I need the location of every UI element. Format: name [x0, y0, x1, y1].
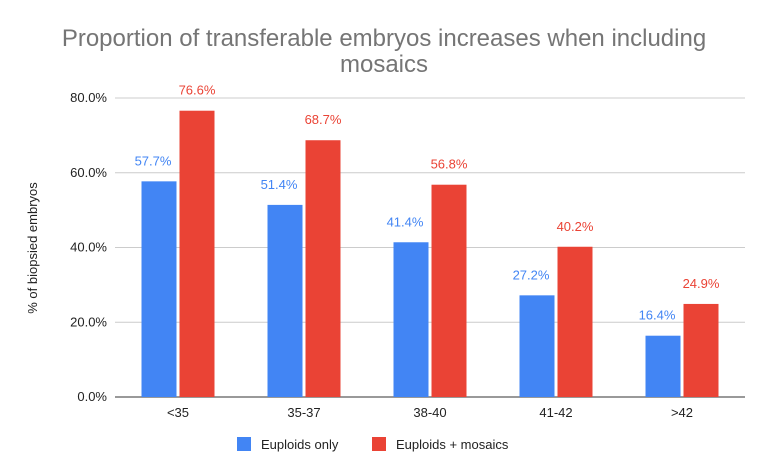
chart-title: Proportion of transferable embryos incre…: [62, 25, 706, 52]
x-tick-label: 35-37: [287, 405, 320, 420]
data-label: 76.6%: [179, 83, 216, 98]
chart-title-continued: mosaics: [340, 51, 428, 78]
y-tick-label: 20.0%: [70, 314, 107, 329]
bar-euploids-only: [519, 295, 555, 397]
y-tick-label: 0.0%: [77, 389, 107, 404]
y-tick-label: 40.0%: [70, 240, 107, 255]
data-label: 57.7%: [135, 153, 172, 168]
y-tick-label: 80.0%: [70, 90, 107, 105]
x-tick-label: 41-42: [539, 405, 572, 420]
bar-euploids-mosaics: [305, 140, 341, 397]
y-axis-ticks: 0.0% 20.0% 40.0% 60.0% 80.0%: [70, 90, 107, 404]
data-label: 41.4%: [387, 214, 424, 229]
data-label: 16.4%: [639, 308, 676, 323]
bar-euploids-mosaics: [683, 303, 719, 397]
y-tick-label: 60.0%: [70, 165, 107, 180]
bar-euploids-only: [267, 204, 303, 397]
bar-euploids-only: [393, 242, 429, 397]
legend-swatch-euploids-mosaics: [372, 437, 386, 451]
legend-label-euploids-mosaics: Euploids + mosaics: [396, 437, 509, 452]
x-axis-ticks: <35 35-37 38-40 41-42 >42: [167, 405, 693, 420]
bar-euploids-mosaics: [179, 110, 215, 398]
x-tick-label: 38-40: [413, 405, 446, 420]
data-label: 68.7%: [305, 112, 342, 127]
x-tick-label: >42: [671, 405, 693, 420]
bars: [141, 110, 719, 398]
legend-swatch-euploids-only: [237, 437, 251, 451]
x-tick-label: <35: [167, 405, 189, 420]
data-labels: 57.7% 76.6% 51.4% 68.7% 41.4% 56.8% 27.2% 40.2%…: [135, 83, 720, 323]
data-label: 40.2%: [557, 219, 594, 234]
y-axis-label: % of biopsied embryos: [25, 182, 40, 314]
bar-euploids-mosaics: [431, 184, 467, 397]
data-label: 56.8%: [431, 157, 468, 172]
bar-euploids-only: [645, 335, 681, 397]
bar-euploids-only: [141, 181, 177, 397]
data-label: 24.9%: [683, 276, 720, 291]
data-label: 51.4%: [261, 177, 298, 192]
bar-euploids-mosaics: [557, 246, 593, 397]
legend: Euploids only Euploids + mosaics: [237, 437, 509, 452]
legend-label-euploids-only: Euploids only: [261, 437, 339, 452]
gridlines: [115, 97, 745, 398]
data-label: 27.2%: [513, 267, 550, 282]
